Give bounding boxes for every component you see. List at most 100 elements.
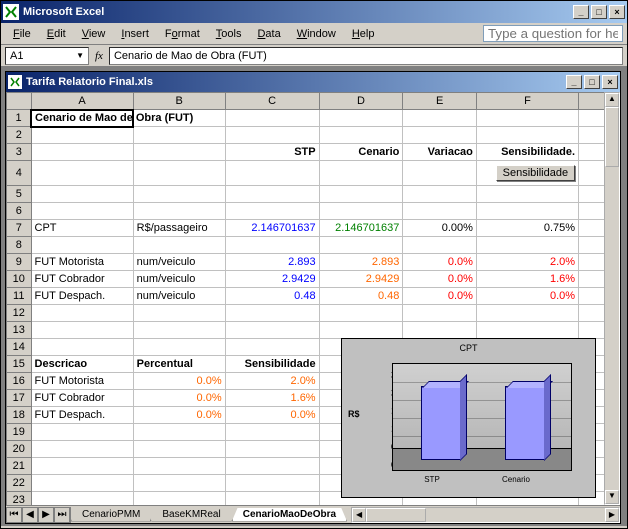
row-header[interactable]: 15 bbox=[7, 356, 32, 373]
cell[interactable] bbox=[225, 339, 319, 356]
menu-insert[interactable]: Insert bbox=[113, 26, 157, 42]
cell[interactable] bbox=[133, 475, 225, 492]
cell-C16[interactable]: 2.0% bbox=[225, 373, 319, 390]
row-header[interactable]: 10 bbox=[7, 271, 32, 288]
horizontal-scrollbar[interactable]: ◀ ▶ bbox=[351, 507, 620, 523]
menu-format[interactable]: Format bbox=[157, 26, 208, 42]
menu-help[interactable]: Help bbox=[344, 26, 383, 42]
cell[interactable] bbox=[31, 475, 133, 492]
cell[interactable] bbox=[133, 186, 225, 203]
cell-A11[interactable]: FUT Despach. bbox=[31, 288, 133, 305]
cell[interactable] bbox=[476, 203, 578, 220]
tab-next-icon[interactable]: ▶ bbox=[38, 507, 54, 523]
row-header[interactable]: 13 bbox=[7, 322, 32, 339]
cell[interactable] bbox=[319, 203, 403, 220]
fx-label[interactable]: fx bbox=[95, 50, 103, 62]
col-header-B[interactable]: B bbox=[133, 93, 225, 110]
cell[interactable] bbox=[133, 424, 225, 441]
cell-C7[interactable]: 2.146701637 bbox=[225, 220, 319, 237]
cell[interactable] bbox=[403, 127, 477, 144]
cell-B17[interactable]: 0.0% bbox=[133, 390, 225, 407]
cell-F10[interactable]: 1.6% bbox=[476, 271, 578, 288]
minimize-button[interactable]: _ bbox=[573, 5, 589, 19]
cell[interactable] bbox=[403, 161, 477, 186]
cell-A9[interactable]: FUT Motorista bbox=[31, 254, 133, 271]
cell[interactable] bbox=[31, 305, 133, 322]
cell-C10[interactable]: 2.9429 bbox=[225, 271, 319, 288]
row-header[interactable]: 1 bbox=[7, 110, 32, 127]
row-header[interactable]: 7 bbox=[7, 220, 32, 237]
cell-A17[interactable]: FUT Cobrador bbox=[31, 390, 133, 407]
cell[interactable] bbox=[476, 127, 578, 144]
cell[interactable] bbox=[31, 237, 133, 254]
row-header[interactable]: 3 bbox=[7, 144, 32, 161]
cell[interactable] bbox=[225, 203, 319, 220]
row-header[interactable]: 8 bbox=[7, 237, 32, 254]
cell[interactable] bbox=[319, 322, 403, 339]
cell[interactable] bbox=[225, 475, 319, 492]
cell[interactable] bbox=[319, 161, 403, 186]
menu-data[interactable]: Data bbox=[249, 26, 288, 42]
col-header-D[interactable]: D bbox=[319, 93, 403, 110]
cell-F4[interactable]: Sensibilidade bbox=[476, 161, 578, 186]
cell[interactable] bbox=[225, 127, 319, 144]
cell[interactable] bbox=[403, 203, 477, 220]
cell[interactable] bbox=[476, 322, 578, 339]
cell[interactable] bbox=[31, 458, 133, 475]
cell[interactable] bbox=[133, 458, 225, 475]
cell-C15[interactable]: Sensibilidade bbox=[225, 356, 319, 373]
cell[interactable] bbox=[319, 127, 403, 144]
maximize-button[interactable]: □ bbox=[591, 5, 607, 19]
cell[interactable] bbox=[319, 237, 403, 254]
cell[interactable] bbox=[31, 339, 133, 356]
vertical-scrollbar[interactable]: ▲ ▼ bbox=[604, 92, 620, 505]
cell[interactable] bbox=[31, 492, 133, 506]
cell[interactable] bbox=[31, 203, 133, 220]
col-header-A[interactable]: A bbox=[31, 93, 133, 110]
cell-A10[interactable]: FUT Cobrador bbox=[31, 271, 133, 288]
cell-C9[interactable]: 2.893 bbox=[225, 254, 319, 271]
cell[interactable] bbox=[225, 492, 319, 506]
cell-A18[interactable]: FUT Despach. bbox=[31, 407, 133, 424]
cell[interactable] bbox=[476, 237, 578, 254]
tab-first-icon[interactable]: ⏮ bbox=[6, 507, 22, 523]
tab-prev-icon[interactable]: ◀ bbox=[22, 507, 38, 523]
cell[interactable] bbox=[133, 237, 225, 254]
cell[interactable] bbox=[225, 458, 319, 475]
scroll-right-icon[interactable]: ▶ bbox=[605, 508, 619, 522]
row-header[interactable]: 22 bbox=[7, 475, 32, 492]
row-header[interactable]: 11 bbox=[7, 288, 32, 305]
cell[interactable] bbox=[225, 186, 319, 203]
cell-A7[interactable]: CPT bbox=[31, 220, 133, 237]
cell[interactable] bbox=[225, 322, 319, 339]
workbook-minimize-button[interactable]: _ bbox=[566, 75, 582, 89]
cell-B15[interactable]: Percentual bbox=[133, 356, 225, 373]
menu-window[interactable]: Window bbox=[289, 26, 344, 42]
sheet-tab-cenario-pmm[interactable]: CenarioPMM bbox=[71, 508, 151, 522]
cell[interactable] bbox=[225, 305, 319, 322]
row-header[interactable]: 17 bbox=[7, 390, 32, 407]
cell-B9[interactable]: num/veiculo bbox=[133, 254, 225, 271]
cell[interactable] bbox=[133, 492, 225, 506]
cell[interactable] bbox=[225, 441, 319, 458]
row-header[interactable]: 14 bbox=[7, 339, 32, 356]
row-header[interactable]: 2 bbox=[7, 127, 32, 144]
row-header[interactable]: 12 bbox=[7, 305, 32, 322]
row-header[interactable]: 21 bbox=[7, 458, 32, 475]
close-button[interactable]: × bbox=[609, 5, 625, 19]
cell[interactable] bbox=[133, 161, 225, 186]
cell-C17[interactable]: 1.6% bbox=[225, 390, 319, 407]
cell-A16[interactable]: FUT Motorista bbox=[31, 373, 133, 390]
cell[interactable] bbox=[31, 161, 133, 186]
row-header[interactable]: 19 bbox=[7, 424, 32, 441]
col-header-F[interactable]: F bbox=[476, 93, 578, 110]
cell[interactable] bbox=[476, 186, 578, 203]
cell[interactable] bbox=[225, 424, 319, 441]
cell[interactable] bbox=[31, 424, 133, 441]
scroll-left-icon[interactable]: ◀ bbox=[352, 508, 366, 522]
cell[interactable] bbox=[31, 322, 133, 339]
scroll-up-icon[interactable]: ▲ bbox=[605, 93, 619, 107]
cell-E10[interactable]: 0.0% bbox=[403, 271, 477, 288]
cell-B18[interactable]: 0.0% bbox=[133, 407, 225, 424]
cell[interactable] bbox=[403, 322, 477, 339]
